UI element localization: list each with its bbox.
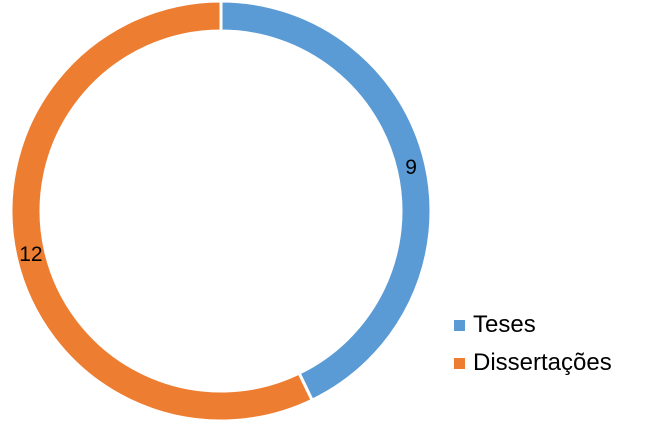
slice-dissertacoes bbox=[9, 0, 315, 423]
slice-teses bbox=[219, 0, 433, 403]
legend-label-dissertacoes: Dissertações bbox=[473, 349, 612, 376]
legend-swatch-teses bbox=[454, 319, 465, 331]
legend-item-dissertacoes: Dissertações bbox=[454, 344, 612, 382]
data-label-dissertacoes: 12 bbox=[19, 243, 42, 266]
chart-slices bbox=[9, 0, 433, 423]
chart-legend: Teses Dissertações bbox=[454, 306, 612, 382]
data-label-teses: 9 bbox=[405, 156, 417, 179]
legend-label-teses: Teses bbox=[473, 311, 536, 338]
legend-swatch-dissertacoes bbox=[454, 357, 465, 369]
legend-item-teses: Teses bbox=[454, 306, 612, 344]
chart-data-labels: 9 12 bbox=[19, 156, 417, 266]
